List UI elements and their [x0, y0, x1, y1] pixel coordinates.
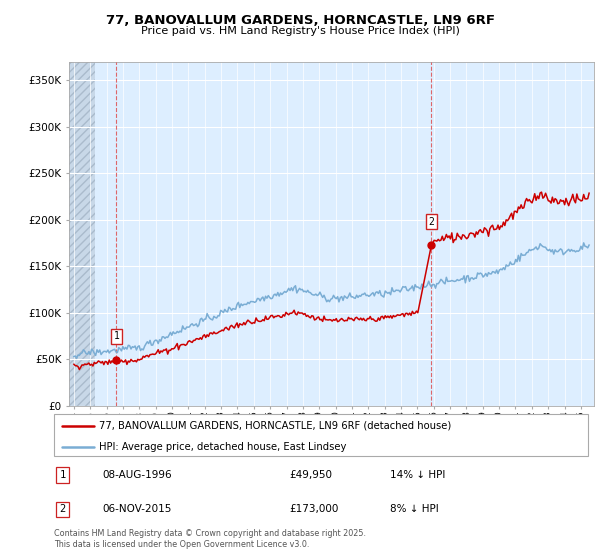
Text: £173,000: £173,000: [289, 505, 338, 515]
Text: 77, BANOVALLUM GARDENS, HORNCASTLE, LN9 6RF: 77, BANOVALLUM GARDENS, HORNCASTLE, LN9 …: [106, 14, 494, 27]
FancyBboxPatch shape: [54, 414, 588, 456]
Text: 2: 2: [428, 217, 434, 227]
Text: £49,950: £49,950: [289, 470, 332, 480]
Text: Price paid vs. HM Land Registry's House Price Index (HPI): Price paid vs. HM Land Registry's House …: [140, 26, 460, 36]
Text: 1: 1: [113, 331, 119, 341]
Text: 06-NOV-2015: 06-NOV-2015: [102, 505, 172, 515]
Text: 77, BANOVALLUM GARDENS, HORNCASTLE, LN9 6RF (detached house): 77, BANOVALLUM GARDENS, HORNCASTLE, LN9 …: [100, 421, 452, 431]
Text: HPI: Average price, detached house, East Lindsey: HPI: Average price, detached house, East…: [100, 442, 347, 452]
Text: Contains HM Land Registry data © Crown copyright and database right 2025.
This d: Contains HM Land Registry data © Crown c…: [54, 529, 366, 549]
Text: 08-AUG-1996: 08-AUG-1996: [102, 470, 172, 480]
Text: 1: 1: [59, 470, 65, 480]
Bar: [69, 62, 95, 406]
Text: 14% ↓ HPI: 14% ↓ HPI: [391, 470, 446, 480]
Text: 2: 2: [59, 505, 65, 515]
Text: 8% ↓ HPI: 8% ↓ HPI: [391, 505, 439, 515]
